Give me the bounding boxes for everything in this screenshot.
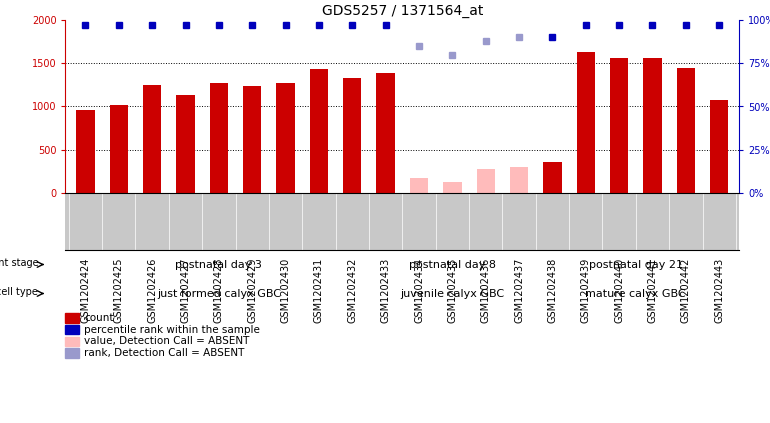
Bar <box>276 83 295 193</box>
Bar <box>343 78 361 193</box>
Bar <box>176 95 195 193</box>
Bar <box>65 348 79 357</box>
Bar <box>710 99 728 193</box>
Text: development stage: development stage <box>0 258 38 268</box>
Bar <box>209 83 228 193</box>
Text: juvenile calyx GBC: juvenile calyx GBC <box>400 288 504 299</box>
Bar <box>65 313 79 323</box>
Bar <box>643 58 661 193</box>
Bar <box>577 52 595 193</box>
Bar <box>477 169 495 193</box>
Title: GDS5257 / 1371564_at: GDS5257 / 1371564_at <box>322 3 483 18</box>
Text: value, Detection Call = ABSENT: value, Detection Call = ABSENT <box>84 336 249 346</box>
Text: count: count <box>84 313 113 323</box>
Bar <box>610 58 628 193</box>
Bar <box>544 162 561 193</box>
Text: postnatal day 21: postnatal day 21 <box>589 259 683 269</box>
Text: percentile rank within the sample: percentile rank within the sample <box>84 325 259 335</box>
Text: rank, Detection Call = ABSENT: rank, Detection Call = ABSENT <box>84 348 244 358</box>
Bar <box>65 325 79 334</box>
Bar <box>377 73 395 193</box>
Bar <box>510 167 528 193</box>
Text: postnatal day 8: postnatal day 8 <box>409 259 496 269</box>
Text: mature calyx GBC: mature calyx GBC <box>585 288 686 299</box>
Bar <box>109 105 128 193</box>
Bar <box>677 69 695 193</box>
Bar <box>143 85 162 193</box>
Bar <box>243 86 261 193</box>
Bar <box>76 110 95 193</box>
Bar <box>310 69 328 193</box>
Bar <box>410 179 428 193</box>
Text: cell type: cell type <box>0 287 38 297</box>
Bar <box>444 182 461 193</box>
Text: postnatal day 3: postnatal day 3 <box>176 259 263 269</box>
Text: just formed calyx GBC: just formed calyx GBC <box>157 288 281 299</box>
Bar <box>65 337 79 346</box>
